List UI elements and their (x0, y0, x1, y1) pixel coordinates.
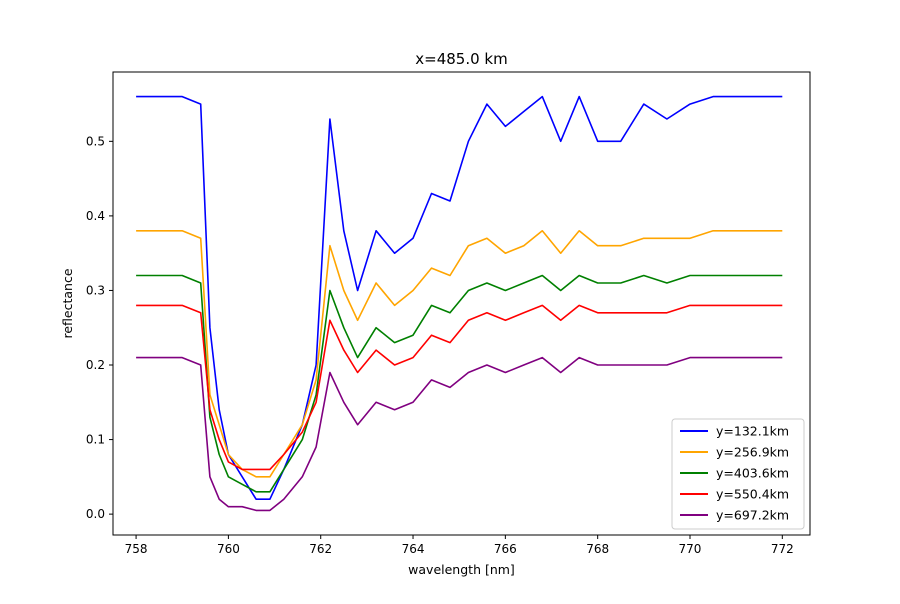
y-axis-ticks: 0.0 0.1 0.2 0.3 0.4 0.5 (86, 134, 113, 521)
plot-frame (112, 71, 811, 536)
x-tick-label-2: 762 (309, 542, 332, 556)
x-axis-ticks: 758 760 762 764 766 768 770 772 (125, 535, 794, 556)
x-tick-label-1: 760 (217, 542, 240, 556)
series-line-2 (136, 274, 783, 493)
x-tick-label-5: 768 (586, 542, 609, 556)
x-tick-label-4: 766 (494, 542, 517, 556)
legend-box (671, 418, 805, 530)
legend-label-1: y=256.9km (716, 445, 789, 460)
chart-title: x=485.0 km (415, 50, 507, 68)
legend-label-3: y=550.4km (716, 487, 789, 502)
y-tick-label-4: 0.4 (86, 209, 105, 223)
series-layer (136, 95, 783, 512)
series-line-0 (136, 95, 783, 501)
y-tick-label-5: 0.5 (86, 134, 105, 148)
series-line-3 (136, 304, 783, 471)
y-tick-label-1: 0.1 (86, 433, 105, 447)
x-tick-label-7: 772 (771, 542, 794, 556)
legend: y=132.1km y=256.9km y=403.6km y=550.4km y=69… (671, 418, 805, 530)
series-line-1 (136, 230, 783, 478)
y-tick-label-0: 0.0 (86, 507, 105, 521)
x-tick-label-0: 758 (125, 542, 148, 556)
x-tick-label-3: 764 (402, 542, 425, 556)
series-line-4 (136, 356, 783, 512)
y-tick-label-2: 0.2 (86, 358, 105, 372)
x-axis-label: wavelength [nm] (408, 562, 515, 577)
x-tick-label-6: 770 (679, 542, 702, 556)
legend-label-0: y=132.1km (716, 424, 789, 439)
legend-label-4: y=697.2km (716, 508, 789, 523)
legend-label-2: y=403.6km (716, 466, 789, 481)
y-tick-label-3: 0.3 (86, 283, 105, 297)
y-axis-label: reflectance (60, 268, 75, 338)
